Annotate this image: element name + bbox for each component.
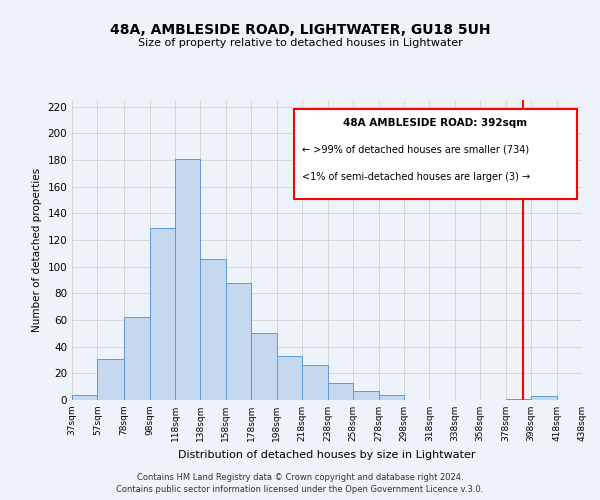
Bar bbox=[251, 334, 277, 400]
X-axis label: Distribution of detached houses by size in Lightwater: Distribution of detached houses by size … bbox=[178, 450, 476, 460]
Y-axis label: Number of detached properties: Number of detached properties bbox=[32, 168, 42, 332]
Text: ← >99% of detached houses are smaller (734): ← >99% of detached houses are smaller (7… bbox=[302, 145, 529, 155]
Bar bbox=[97, 358, 124, 400]
Bar bbox=[200, 258, 226, 400]
Bar bbox=[124, 318, 149, 400]
Bar bbox=[531, 396, 557, 400]
Bar bbox=[149, 228, 175, 400]
FancyBboxPatch shape bbox=[294, 109, 577, 199]
Bar bbox=[175, 158, 200, 400]
Text: <1% of semi-detached houses are larger (3) →: <1% of semi-detached houses are larger (… bbox=[302, 172, 530, 182]
Text: Contains public sector information licensed under the Open Government Licence v.: Contains public sector information licen… bbox=[116, 485, 484, 494]
Text: Contains HM Land Registry data © Crown copyright and database right 2024.: Contains HM Land Registry data © Crown c… bbox=[137, 472, 463, 482]
Bar bbox=[379, 394, 404, 400]
Bar bbox=[302, 366, 328, 400]
Bar bbox=[72, 394, 97, 400]
Text: 48A, AMBLESIDE ROAD, LIGHTWATER, GU18 5UH: 48A, AMBLESIDE ROAD, LIGHTWATER, GU18 5U… bbox=[110, 22, 490, 36]
Text: 48A AMBLESIDE ROAD: 392sqm: 48A AMBLESIDE ROAD: 392sqm bbox=[343, 118, 527, 128]
Bar bbox=[353, 390, 379, 400]
Bar bbox=[506, 398, 531, 400]
Bar bbox=[328, 382, 353, 400]
Bar bbox=[226, 282, 251, 400]
Bar bbox=[277, 356, 302, 400]
Text: Size of property relative to detached houses in Lightwater: Size of property relative to detached ho… bbox=[137, 38, 463, 48]
